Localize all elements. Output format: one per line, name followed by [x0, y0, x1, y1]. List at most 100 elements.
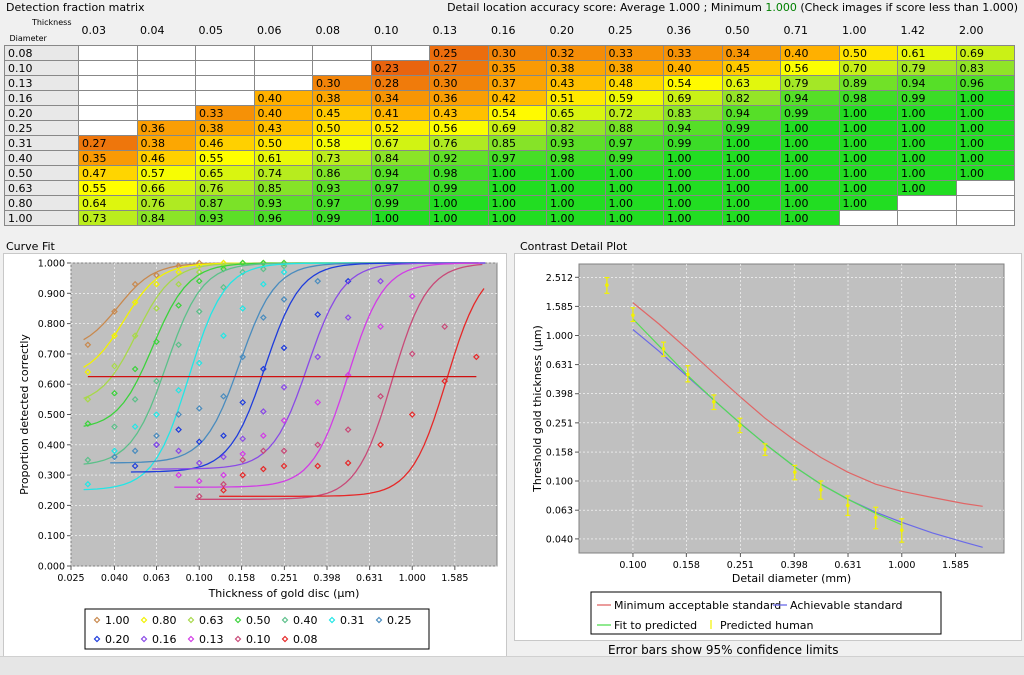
matrix-cell: 0.30: [312, 75, 372, 91]
matrix-title: Detection fraction matrix: [6, 1, 145, 14]
matrix-cell: 0.36: [136, 120, 196, 136]
data-point: [153, 338, 160, 346]
legend-marker: [93, 635, 101, 643]
matrix-cell: 0.88: [604, 120, 664, 136]
matrix-cell: 1.00: [780, 210, 840, 226]
data-point: [260, 365, 267, 373]
data-point: [314, 441, 322, 449]
legend-box: [590, 591, 942, 635]
data-point: [280, 462, 288, 470]
data-point: [175, 280, 182, 288]
matrix-cell: 0.83: [955, 60, 1015, 76]
matrix-cell: 1.00: [838, 120, 898, 136]
matrix-header-row: Thickness Diameter 0.03 0.04 0.05 0.06 0.08 0.…: [4, 16, 1015, 46]
matrix-cell: 0.97: [604, 135, 664, 151]
matrix-cell: 0.99: [312, 210, 372, 226]
y-tick-label: 0.000: [38, 562, 65, 573]
matrix-cell: 1.00: [546, 195, 606, 211]
data-point: [131, 280, 139, 288]
matrix-row: 0.50 0.47 0.57 0.65 0.74 0.86 0.94 0.98 1.00 1.00…: [4, 165, 1015, 181]
matrix-cell: 0.97: [487, 150, 547, 166]
legend-marker: [93, 616, 101, 624]
x-tick-label: 0.631: [356, 573, 383, 584]
data-point: [280, 296, 288, 303]
matrix-cell-empty: [136, 75, 196, 91]
legend-marker: [328, 616, 336, 624]
legend-label: 1.00: [105, 614, 130, 627]
fit-curve: [174, 262, 481, 488]
matrix-cell: 1.00: [721, 165, 781, 181]
thickness-header: 0.08: [312, 16, 371, 46]
data-point: [408, 350, 416, 358]
matrix-cell: 0.54: [487, 105, 547, 121]
matrix-cell: 0.76: [195, 180, 255, 196]
matrix-cell: 0.50: [838, 45, 898, 61]
matrix-cell: 0.93: [312, 180, 372, 196]
matrix-cell-empty: [78, 45, 138, 61]
x-tick-label: 1.000: [888, 560, 915, 571]
data-point: [220, 392, 227, 400]
y-tick-label: 1.000: [38, 259, 65, 270]
matrix-row: 0.16 0.40 0.38 0.34 0.36 0.42 0.51 0.59 0.69 0.82…: [4, 90, 1015, 106]
y-tick-label: 0.200: [38, 501, 65, 512]
matrix-cell: 0.36: [429, 90, 489, 106]
legend-label: 0.31: [340, 614, 365, 627]
data-point: [631, 313, 635, 317]
matrix-cell: 0.54: [663, 75, 723, 91]
x-axis-label: Thickness of gold disc (µm): [208, 587, 360, 600]
data-point: [763, 447, 767, 452]
data-point: [712, 400, 716, 404]
matrix-row: 0.40 0.35 0.46 0.55 0.61 0.73 0.84 0.92 0.97 0.98…: [4, 150, 1015, 166]
error-bar-note: Error bars show 95% confidence limits: [608, 643, 839, 657]
x-axis-label: Detail diameter (mm): [732, 572, 851, 585]
data-point: [314, 462, 322, 470]
detection-fraction-matrix: Thickness Diameter 0.03 0.04 0.05 0.06 0.08 0.…: [4, 16, 1015, 226]
y-tick-label: 0.800: [38, 319, 65, 330]
data-point: [220, 262, 227, 270]
data-point: [131, 447, 139, 455]
matrix-cell: 0.37: [487, 75, 547, 91]
data-point: [280, 447, 288, 455]
curve-fit-title: Curve Fit: [6, 240, 55, 253]
x-tick-label: 0.398: [313, 573, 340, 584]
data-point: [195, 492, 203, 500]
data-point: [195, 262, 203, 270]
data-point: [260, 314, 267, 321]
matrix-cell: 1.00: [780, 150, 840, 166]
matrix-cell: 0.98: [546, 150, 606, 166]
matrix-cell: 0.45: [721, 60, 781, 76]
matrix-cell: 0.96: [253, 210, 313, 226]
matrix-cell: 0.38: [195, 120, 255, 136]
matrix-cell: 1.00: [897, 180, 957, 196]
diameter-header: 0.20: [4, 105, 79, 121]
data-point: [280, 262, 288, 270]
data-point: [195, 308, 203, 315]
matrix-cell: 1.00: [429, 195, 489, 211]
matrix-cell: 0.57: [136, 165, 196, 181]
matrix-cell: 0.94: [663, 120, 723, 136]
matrix-cell-empty: [253, 60, 313, 76]
matrix-cell: 1.00: [663, 165, 723, 181]
matrix-cell: 0.56: [429, 120, 489, 136]
x-tick-label: 1.585: [441, 573, 468, 584]
matrix-cell: 0.99: [370, 195, 430, 211]
matrix-cell: 0.61: [253, 150, 313, 166]
matrix-cell: 0.61: [897, 45, 957, 61]
matrix-cell: 0.93: [253, 195, 313, 211]
data-point: [280, 344, 288, 352]
matrix-cell-empty: [78, 75, 138, 91]
matrix-cell: 0.30: [429, 75, 489, 91]
matrix-cell: 0.69: [663, 90, 723, 106]
legend-marker: [234, 635, 242, 643]
x-tick-label: 0.251: [727, 560, 754, 571]
matrix-cell: 0.94: [780, 90, 840, 106]
diameter-header: 0.10: [4, 60, 79, 76]
y-tick-label: 1.000: [546, 331, 573, 342]
data-point: [175, 386, 182, 394]
diameter-header: 0.40: [4, 150, 79, 166]
accuracy-prefix: Detail location accuracy score: Average …: [447, 1, 766, 14]
data-point: [220, 432, 227, 440]
matrix-cell: 1.00: [780, 195, 840, 211]
series-group: [83, 259, 486, 500]
matrix-cell-empty: [136, 90, 196, 106]
